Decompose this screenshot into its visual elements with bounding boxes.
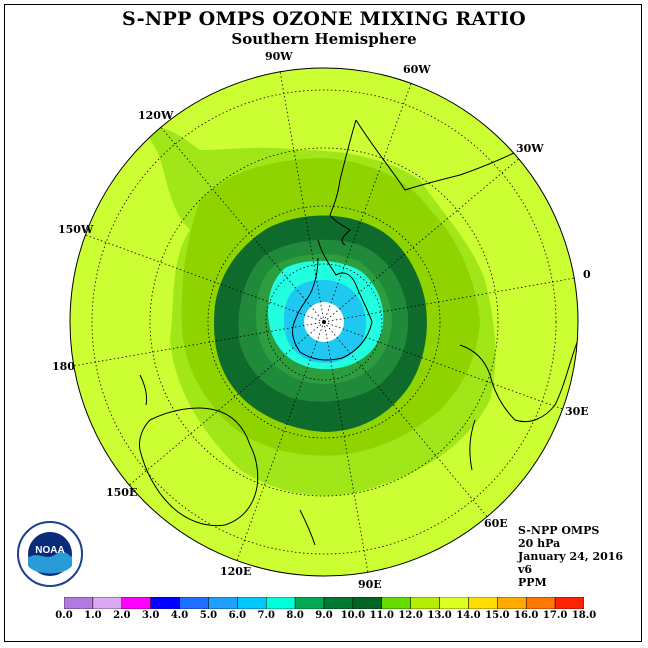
colorbar-label: 11.0 bbox=[369, 610, 394, 621]
colorbar bbox=[64, 597, 584, 609]
lon-label-180: 180 bbox=[52, 360, 75, 373]
lon-label-90e: 90E bbox=[358, 578, 382, 591]
lon-label-150w: 150W bbox=[58, 223, 94, 236]
colorbar-segment bbox=[208, 597, 238, 609]
colorbar-label: 18.0 bbox=[571, 610, 597, 621]
info-instrument: S-NPP OMPS bbox=[518, 524, 600, 537]
colorbar-label: 12.0 bbox=[398, 610, 423, 621]
coast-indian-islands bbox=[299, 509, 316, 546]
colorbar-segment bbox=[121, 597, 151, 609]
colorbar-label: 9.0 bbox=[315, 610, 333, 621]
lon-label-60e: 60E bbox=[484, 517, 508, 530]
colorbar-segment bbox=[64, 597, 94, 609]
colorbar-label: 4.0 bbox=[170, 610, 189, 621]
colorbar-label: 14.0 bbox=[456, 610, 481, 621]
info-date: January 24, 2016 bbox=[518, 550, 624, 563]
colorbar-label: 3.0 bbox=[141, 610, 160, 621]
lon-label-0: 0 bbox=[583, 268, 591, 281]
colorbar-segment bbox=[323, 597, 354, 609]
colorbar-label: 7.0 bbox=[257, 610, 275, 621]
colorbar-segment bbox=[237, 597, 267, 609]
lon-label-90w: 90W bbox=[265, 50, 293, 63]
colorbar-label: 6.0 bbox=[228, 610, 247, 621]
colorbar-label: 0.0 bbox=[55, 610, 73, 621]
noaa-logo-icon: NOAA bbox=[16, 520, 84, 588]
figure-frame bbox=[4, 4, 642, 642]
lon-label-150e: 150E bbox=[106, 486, 138, 499]
lon-label-60w: 60W bbox=[403, 63, 431, 76]
lon-label-30e: 30E bbox=[565, 405, 589, 418]
colorbar-segment bbox=[554, 597, 584, 609]
map-boundary bbox=[69, 67, 579, 577]
coast-africa bbox=[459, 339, 578, 471]
colorbar-label: 5.0 bbox=[199, 610, 218, 621]
coast-new-zealand bbox=[139, 374, 148, 406]
colorbar-label: 15.0 bbox=[485, 610, 510, 621]
info-panel: S-NPP OMPS 20 hPa January 24, 2016 v6 PP… bbox=[518, 524, 623, 589]
info-level: 20 hPa bbox=[518, 537, 561, 550]
colorbar-label: 1.0 bbox=[84, 610, 102, 621]
colorbar-segment bbox=[381, 597, 411, 609]
info-units: PPM bbox=[518, 576, 547, 589]
info-version: v6 bbox=[518, 563, 533, 576]
colorbar-segment bbox=[497, 597, 527, 609]
colorbar-segment bbox=[92, 597, 123, 609]
coast-south-america bbox=[329, 119, 521, 246]
colorbar-label: 2.0 bbox=[113, 610, 131, 621]
lon-label-120e: 120E bbox=[220, 565, 252, 578]
coast-australia bbox=[139, 407, 259, 527]
lon-label-30w: 30W bbox=[516, 142, 544, 155]
colorbar-segment bbox=[525, 597, 556, 609]
colorbar-label: 13.0 bbox=[427, 610, 452, 621]
colorbar-segment bbox=[150, 597, 180, 609]
map-title: S-NPP OMPS OZONE MIXING RATIO bbox=[121, 8, 527, 30]
colorbar-segment bbox=[265, 597, 296, 609]
colorbar-label: 8.0 bbox=[286, 610, 304, 621]
colorbar-label: 16.0 bbox=[514, 610, 539, 621]
colorbar-segment bbox=[468, 597, 498, 609]
colorbar-label: 17.0 bbox=[542, 610, 568, 621]
colorbar-segment bbox=[352, 597, 383, 609]
logo-text: NOAA bbox=[35, 545, 64, 556]
map-subtitle: Southern Hemisphere bbox=[231, 30, 417, 48]
colorbar-segment bbox=[179, 597, 209, 609]
colorbar-segment bbox=[410, 597, 440, 609]
colorbar-segment bbox=[439, 597, 469, 609]
lon-label-120w: 120W bbox=[138, 109, 174, 122]
coast-antarctic-peninsula bbox=[292, 239, 373, 361]
colorbar-label: 10.0 bbox=[340, 610, 366, 621]
colorbar-segment bbox=[294, 597, 325, 609]
